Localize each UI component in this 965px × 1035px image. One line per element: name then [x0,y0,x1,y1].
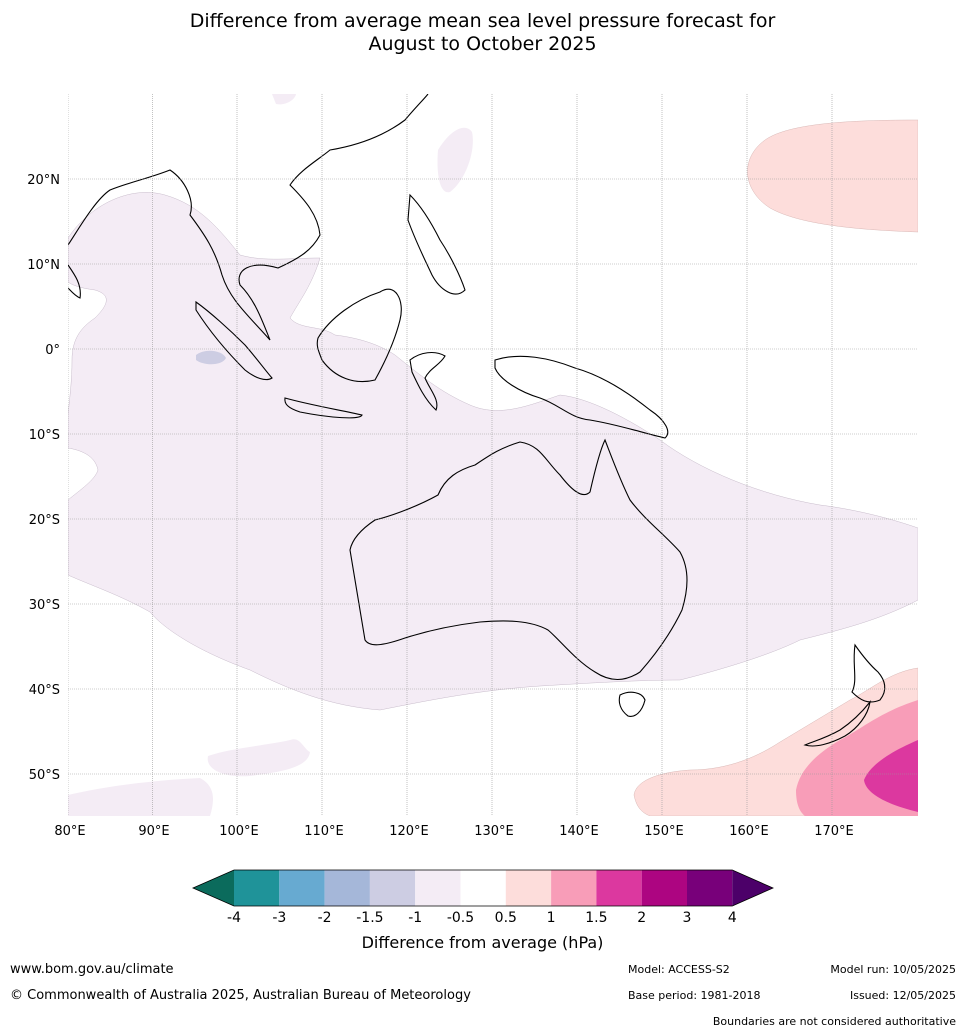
anomaly-patch-sumatra [196,350,226,365]
gridlines [68,94,918,816]
footer-disclaimer: Boundaries are not considered authoritat… [712,1015,956,1028]
colorbar-tick: -1.5 [356,910,383,926]
colorbar-tick: -4 [227,910,241,926]
colorbar-tick: -1 [408,910,422,926]
colorbar-tick: 0.5 [495,910,517,926]
coast-india [68,264,81,299]
lat-label: 50°S [29,768,60,783]
coast-new-guinea [494,355,669,439]
colorbar-tick: 4 [728,910,737,926]
colorbar-outline [192,869,774,907]
longitude-labels: 80°E 90°E 100°E 110°E 120°E 130°E 140°E … [54,824,853,839]
lon-label: 130°E [474,824,514,839]
coast-borneo [316,288,402,383]
footer-model-run: Model run: 10/05/2025 [830,963,956,976]
coast-mainland-asia [68,94,429,341]
lat-label: 30°S [29,598,60,613]
lat-label: 20°S [29,513,60,528]
colorbar-extend-high [732,870,773,906]
coast-tasmania [618,691,646,717]
anomaly-patch-southern-ocean [207,739,310,777]
colorbar-tick: -3 [272,910,286,926]
latitude-labels: 20°N 10°N 0° 10°S 20°S 30°S 40°S 50°S [27,173,60,783]
colorbar-tick: 2 [637,910,646,926]
coast-new-zealand-south [803,700,871,747]
lon-label: 80°E [54,824,85,839]
coast-sulawesi [409,351,446,411]
colorbar-tick: 1 [547,910,556,926]
colorbar-segment [641,870,687,906]
anomaly-region-tasman-15 [864,740,918,812]
lon-label: 120°E [389,824,429,839]
map-frame [68,94,918,816]
colorbar-segment [324,870,370,906]
footer-website: www.bom.gov.au/climate [10,962,174,977]
lon-label: 160°E [729,824,769,839]
colorbar-tick: -2 [318,910,332,926]
lat-label: 0° [45,343,60,358]
colorbar-tick: 1.5 [585,910,607,926]
anomaly-patch-north [272,94,296,105]
colorbar-segment [460,870,506,906]
anomaly-patch-southwest [68,778,213,816]
title-line-1: Difference from average mean sea level p… [189,10,776,32]
colorbar-segment [415,870,461,906]
colorbar-segment [596,870,642,906]
anomaly-region-weak-negative [68,192,918,711]
colorbar-label: Difference from average (hPa) [361,933,604,952]
lon-label: 140°E [559,824,599,839]
coast-sumatra [195,300,273,381]
lon-label: 100°E [219,824,259,839]
colorbar-ticks: -4 -3 -2 -1.5 -1 -0.5 0.5 1 1.5 2 3 4 [227,910,737,926]
lat-label: 40°S [29,683,60,698]
coast-new-zealand-north [851,643,886,703]
footer-copyright: © Commonwealth of Australia 2025, Austra… [10,988,471,1003]
lon-label: 170°E [814,824,854,839]
coast-java [284,397,363,419]
lon-label: 110°E [304,824,344,839]
colorbar-segment [279,870,325,906]
coast-australia [349,438,688,681]
colorbar-segment [551,870,597,906]
colorbar-tick: -0.5 [447,910,474,926]
page-title: Difference from average mean sea level p… [0,10,965,56]
colorbar-extend-low [193,870,234,906]
colorbar-segment [687,870,733,906]
colorbar-segment [505,870,552,906]
colorbar-segment [234,870,280,906]
colorbar-tick: 3 [683,910,692,926]
lon-label: 90°E [138,824,169,839]
lat-label: 10°S [29,428,60,443]
coast-philippines [407,193,466,295]
footer-issued: Issued: 12/05/2025 [849,989,956,1002]
title-line-2: August to October 2025 [368,33,597,55]
colorbar-segment [369,870,416,906]
footer-model: Model: ACCESS-S2 [628,963,730,976]
lon-label: 150°E [644,824,684,839]
anomaly-patch-south-china-sea [437,127,473,193]
lat-label: 20°N [27,173,60,188]
anomaly-region-north-pacific [747,119,918,233]
colorbar: -4 -3 -2 -1.5 -1 -0.5 0.5 1 1.5 2 3 4 [192,869,774,926]
lat-label: 10°N [27,258,60,273]
footer-base-period: Base period: 1981-2018 [628,989,761,1002]
coastlines [68,94,886,747]
